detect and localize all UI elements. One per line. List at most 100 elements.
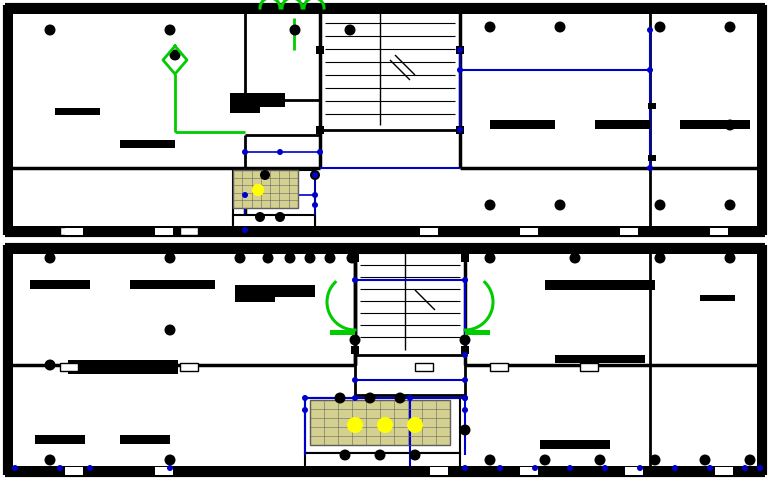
- Circle shape: [460, 335, 470, 346]
- Circle shape: [170, 49, 181, 60]
- Bar: [55, 108, 100, 115]
- Circle shape: [655, 22, 666, 33]
- Circle shape: [655, 200, 666, 211]
- Bar: [757, 245, 765, 475]
- Circle shape: [594, 455, 605, 466]
- Bar: [12, 7, 112, 12]
- Bar: [180, 227, 198, 235]
- Bar: [5, 5, 765, 14]
- Circle shape: [407, 417, 423, 433]
- Circle shape: [302, 395, 308, 401]
- Circle shape: [725, 22, 735, 33]
- Bar: [490, 120, 555, 129]
- Bar: [233, 215, 315, 232]
- Circle shape: [164, 24, 175, 36]
- Bar: [305, 398, 460, 453]
- Bar: [625, 467, 643, 475]
- Bar: [456, 126, 464, 134]
- Bar: [545, 280, 655, 290]
- Circle shape: [647, 27, 653, 33]
- Bar: [456, 46, 464, 54]
- Bar: [715, 467, 733, 475]
- Circle shape: [462, 465, 468, 471]
- Bar: [5, 5, 13, 235]
- Circle shape: [312, 192, 318, 198]
- Bar: [233, 170, 315, 232]
- Circle shape: [707, 465, 713, 471]
- Bar: [35, 435, 85, 444]
- Circle shape: [462, 395, 468, 401]
- Bar: [145, 7, 240, 12]
- Circle shape: [345, 24, 356, 36]
- Circle shape: [457, 47, 463, 53]
- Bar: [520, 467, 538, 475]
- Bar: [235, 297, 275, 302]
- Bar: [305, 453, 460, 470]
- Bar: [155, 467, 173, 475]
- Circle shape: [484, 22, 495, 33]
- Circle shape: [532, 465, 538, 471]
- Bar: [700, 295, 735, 301]
- Bar: [230, 93, 285, 107]
- Circle shape: [725, 252, 735, 264]
- Circle shape: [457, 67, 463, 73]
- Circle shape: [335, 393, 346, 404]
- Circle shape: [745, 455, 756, 466]
- Circle shape: [275, 212, 285, 222]
- Bar: [465, 330, 490, 335]
- Circle shape: [339, 449, 350, 460]
- Circle shape: [242, 149, 248, 155]
- Circle shape: [164, 252, 175, 264]
- Circle shape: [570, 252, 580, 264]
- Bar: [120, 140, 175, 148]
- Circle shape: [554, 22, 566, 33]
- Bar: [5, 226, 765, 235]
- Bar: [461, 254, 469, 262]
- Bar: [130, 280, 215, 289]
- Circle shape: [305, 252, 315, 264]
- Bar: [595, 120, 650, 129]
- Circle shape: [312, 202, 318, 208]
- Circle shape: [364, 393, 376, 404]
- Circle shape: [457, 127, 463, 133]
- Circle shape: [242, 192, 248, 198]
- Circle shape: [567, 465, 573, 471]
- Circle shape: [484, 455, 495, 466]
- Bar: [351, 346, 359, 354]
- Circle shape: [462, 377, 468, 383]
- Circle shape: [539, 455, 550, 466]
- Circle shape: [637, 465, 643, 471]
- Bar: [180, 363, 198, 371]
- Circle shape: [647, 165, 653, 171]
- Circle shape: [352, 395, 358, 401]
- Circle shape: [462, 277, 468, 283]
- Bar: [5, 245, 13, 475]
- Circle shape: [235, 252, 246, 264]
- Circle shape: [347, 417, 363, 433]
- Circle shape: [312, 172, 318, 178]
- Bar: [430, 467, 448, 475]
- Circle shape: [725, 200, 735, 211]
- Circle shape: [263, 252, 274, 264]
- Bar: [648, 103, 656, 109]
- Bar: [155, 228, 173, 235]
- Circle shape: [252, 184, 264, 196]
- Bar: [710, 228, 728, 235]
- Circle shape: [284, 252, 295, 264]
- Bar: [60, 363, 78, 371]
- Circle shape: [700, 455, 711, 466]
- Circle shape: [290, 24, 301, 36]
- Bar: [415, 363, 433, 371]
- Circle shape: [462, 352, 468, 358]
- Bar: [68, 360, 178, 374]
- Bar: [540, 440, 610, 449]
- Circle shape: [647, 67, 653, 73]
- Circle shape: [409, 449, 421, 460]
- Bar: [65, 467, 83, 475]
- Circle shape: [164, 455, 175, 466]
- Circle shape: [742, 465, 748, 471]
- Bar: [316, 46, 324, 54]
- Circle shape: [352, 277, 358, 283]
- Circle shape: [460, 424, 470, 435]
- Circle shape: [554, 200, 566, 211]
